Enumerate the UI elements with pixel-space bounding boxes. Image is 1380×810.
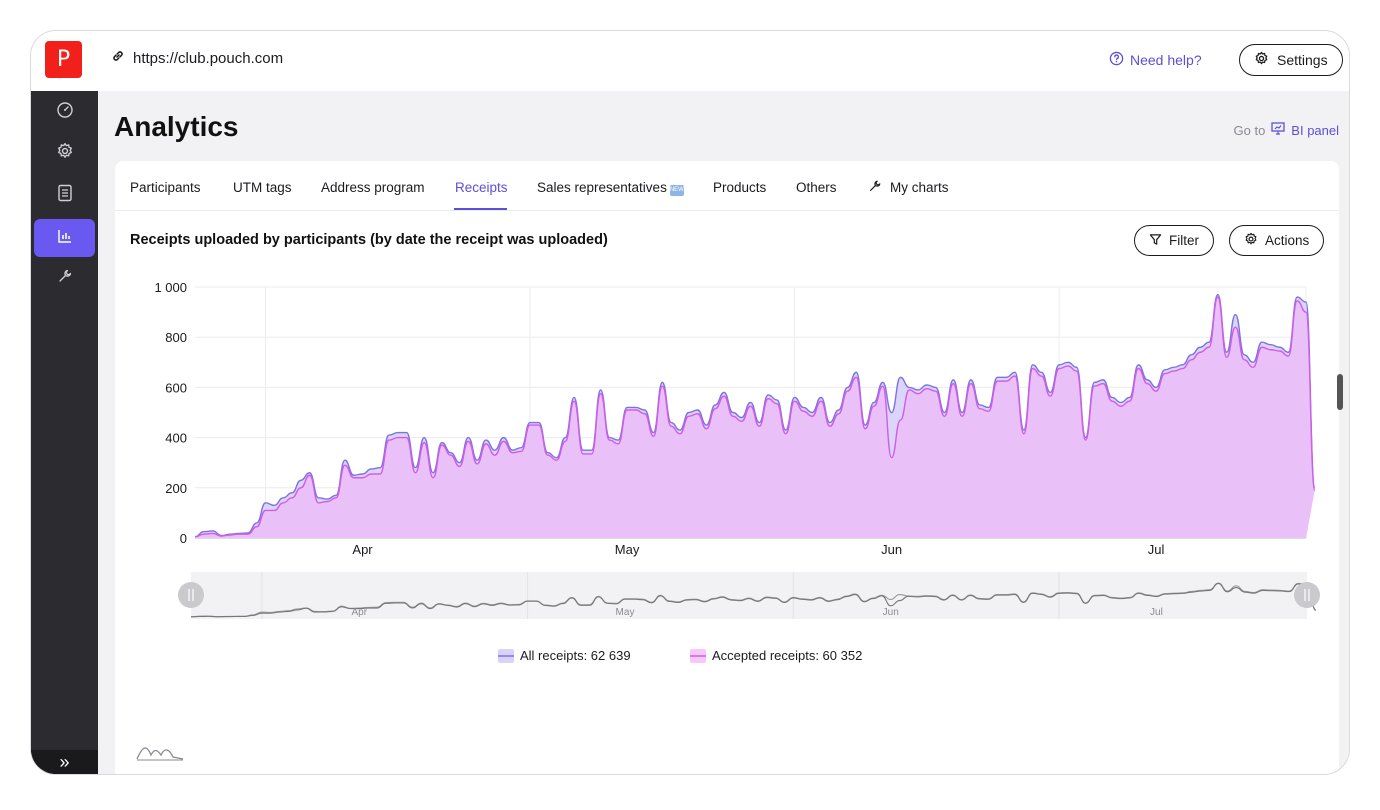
legend-label-all: All receipts: 62 639 [520, 648, 631, 663]
navigator-handle-right-knob [1294, 582, 1320, 608]
wrench-icon [868, 179, 882, 196]
legend-item-all-receipts[interactable]: All receipts: 62 639 [498, 648, 631, 663]
x-tick-label: Apr [352, 542, 373, 557]
legend-label-accepted: Accepted receipts: 60 352 [712, 648, 863, 663]
url-display[interactable]: https://club.pouch.com [111, 49, 283, 67]
gear-icon [1244, 232, 1258, 249]
series-line-1 [194, 296, 1316, 538]
sidebar-item-documents[interactable] [34, 176, 95, 214]
app-logo[interactable]: P [45, 41, 82, 78]
tab-my-charts[interactable]: My charts [868, 179, 949, 196]
navigator-tick-label: Apr [352, 607, 368, 618]
tab-sales-representatives-label: Sales representatives [537, 180, 667, 195]
actions-label: Actions [1265, 233, 1310, 248]
gear-icon [1254, 51, 1269, 69]
page-scrollbar-thumb[interactable] [1337, 374, 1343, 410]
sidebar-item-tools[interactable] [34, 259, 95, 297]
y-tick-label: 200 [165, 481, 187, 496]
navigator-handle-left[interactable] [178, 582, 204, 608]
navigator-handle-right-grip [1304, 589, 1310, 601]
x-tick-label: Jun [881, 542, 902, 557]
tab-others[interactable]: Others [796, 180, 837, 195]
analytics-card: Participants UTM tags Address program Re… [115, 161, 1339, 774]
actions-button[interactable]: Actions [1229, 225, 1325, 256]
navigator-tick-label: Jul [1150, 607, 1163, 618]
navigator-tick-label: Jun [883, 607, 899, 618]
legend-swatch-all [498, 648, 514, 663]
tab-participants[interactable]: Participants [130, 180, 201, 195]
dashboard-icon [56, 101, 74, 124]
legend-swatch-accepted [690, 648, 706, 663]
settings-button[interactable]: Settings [1239, 44, 1343, 76]
need-help-label: Need help? [1130, 52, 1202, 68]
active-tab-indicator [454, 208, 507, 210]
settings-label: Settings [1277, 52, 1328, 68]
tab-utm-tags[interactable]: UTM tags [233, 180, 292, 195]
bar-chart-icon [57, 228, 73, 249]
receipts-chart: 0 200 400 600 800 1 000 Apr May Jun Jul Apr May Jun J… [154, 280, 1320, 619]
filter-label: Filter [1169, 233, 1199, 248]
y-tick-label: 0 [180, 531, 187, 546]
sidebar: » [31, 91, 98, 774]
goto-label: Go to [1233, 122, 1266, 138]
sparkline-icon [135, 741, 185, 768]
wrench-icon [57, 268, 73, 289]
question-circle-icon [1109, 51, 1124, 69]
gear-icon [56, 142, 74, 165]
filter-button[interactable]: Filter [1134, 225, 1214, 256]
sidebar-item-analytics[interactable] [34, 219, 95, 257]
navigator-background [191, 572, 1307, 619]
navigator-handle-left-knob [178, 582, 204, 608]
new-badge-icon: NEW [669, 185, 684, 196]
tab-bar: Participants UTM tags Address program Re… [115, 161, 1339, 211]
x-tick-label: Jul [1148, 542, 1165, 557]
y-tick-label: 1 000 [154, 280, 187, 295]
need-help-link[interactable]: Need help? [1109, 51, 1202, 69]
link-icon [111, 49, 125, 67]
app-window: P https://club.pouch.com Need help? Sett… [30, 30, 1350, 775]
navigator-handle-left-grip [188, 589, 194, 601]
bi-panel-label: BI panel [1291, 122, 1339, 138]
navigator-series-1 [190, 582, 1317, 618]
document-list-icon [57, 184, 73, 207]
tab-address-program[interactable]: Address program [321, 180, 425, 195]
expand-sidebar-button[interactable]: » [31, 750, 98, 774]
sidebar-item-dashboard[interactable] [34, 93, 95, 131]
chart-title: Receipts uploaded by participants (by da… [130, 232, 608, 248]
y-tick-label: 400 [165, 431, 187, 446]
presentation-chart-icon [1271, 122, 1285, 138]
tab-my-charts-label: My charts [890, 180, 949, 195]
navigator-handle-right[interactable] [1294, 582, 1320, 608]
tab-sales-representatives[interactable]: Sales representatives NEW [537, 180, 684, 196]
page-title: Analytics [114, 111, 239, 142]
tab-products[interactable]: Products [713, 180, 767, 195]
bi-panel-link[interactable]: Go to BI panel [1233, 122, 1339, 138]
main-content: Analytics Go to BI panel Participants UT… [98, 91, 1349, 774]
y-tick-label: 600 [165, 380, 187, 395]
sidebar-item-settings[interactable] [34, 134, 95, 172]
x-tick-label: May [615, 542, 640, 557]
navigator-tick-label: May [616, 607, 635, 618]
legend-item-accepted-receipts[interactable]: Accepted receipts: 60 352 [690, 648, 862, 663]
url-text: https://club.pouch.com [133, 49, 284, 67]
top-bar: P https://club.pouch.com Need help? Sett… [31, 31, 1349, 91]
y-tick-label: 800 [165, 330, 187, 345]
filter-icon [1149, 233, 1162, 249]
tab-receipts[interactable]: Receipts [455, 180, 508, 195]
